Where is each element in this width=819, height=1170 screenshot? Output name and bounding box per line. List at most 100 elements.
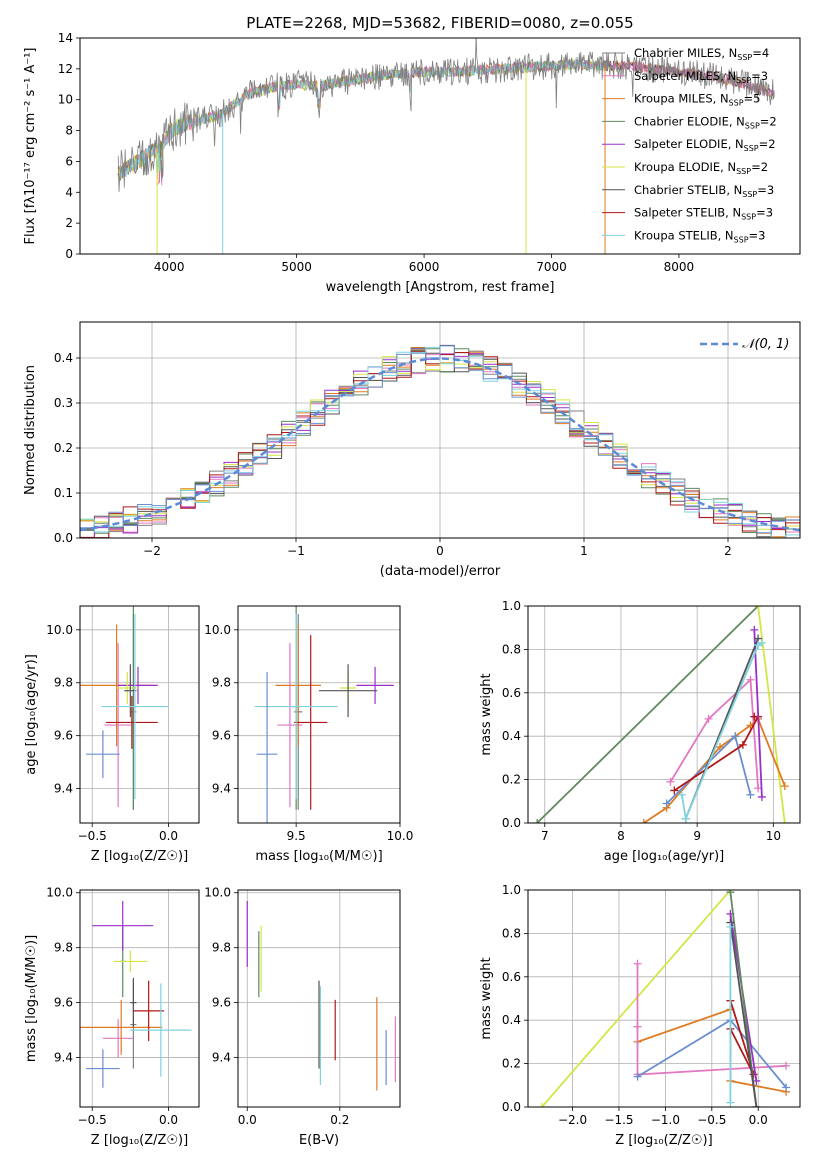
axes: 7 8 9 10 0.0 0.2 0.4 0.6 0.8 1.0 bbox=[502, 599, 781, 843]
y-tick-label: 4 bbox=[65, 185, 73, 199]
errorbar-point bbox=[133, 980, 164, 1042]
y-axis-label: Normed distribution bbox=[23, 365, 38, 495]
plot-frame bbox=[527, 605, 801, 824]
errorbar-point bbox=[130, 983, 192, 1077]
y-tick-label: 9.6 bbox=[54, 996, 73, 1010]
x-tick-label: 8 bbox=[617, 829, 625, 843]
x-tick-label: 9 bbox=[693, 829, 701, 843]
y-tick-label: 9.4 bbox=[54, 782, 73, 796]
axes: 4000 5000 6000 7000 8000 0 2 4 6 8 10 12 14 bbox=[58, 31, 694, 274]
plot-frame bbox=[237, 605, 401, 824]
y-tick-label: 9.8 bbox=[212, 676, 231, 690]
mass-weight-marker bbox=[633, 959, 642, 968]
mass-weight-marker bbox=[782, 1083, 791, 1092]
y-tick-label: 9.8 bbox=[54, 941, 73, 955]
mass-weight-marker bbox=[726, 1098, 735, 1107]
mass-weight-marker bbox=[726, 922, 735, 931]
figure-title: PLATE=2268, MJD=53682, FIBERID=0080, z=0… bbox=[246, 14, 633, 32]
x-tick-label: 0 bbox=[436, 544, 444, 558]
x-tick-label: 0.0 bbox=[159, 1113, 178, 1127]
plot-area bbox=[80, 890, 199, 1107]
errorbar-point bbox=[319, 664, 378, 718]
y-tick-label: 10 bbox=[58, 93, 73, 107]
y-tick-label: 0.6 bbox=[502, 686, 521, 700]
y-tick-label: 9.6 bbox=[212, 996, 231, 1010]
mass-weight-marker bbox=[533, 819, 542, 823]
plot-area bbox=[238, 606, 400, 823]
mass-weight-marker bbox=[750, 712, 759, 721]
legend-label: Kroupa ELODIE, NSSP=2 bbox=[634, 160, 768, 176]
x-tick-label: 0.0 bbox=[749, 1113, 768, 1127]
mass-weight-line bbox=[681, 642, 763, 822]
errorbar-point bbox=[104, 643, 132, 808]
plot-marks bbox=[117, 38, 775, 254]
y-tick-label: 9.8 bbox=[54, 676, 73, 690]
errorbar-point bbox=[102, 1019, 134, 1058]
errorbar-point bbox=[254, 613, 338, 800]
x-tick-label: 0.2 bbox=[330, 1113, 349, 1127]
mass-weight-line bbox=[541, 890, 732, 1107]
y-axis-label: Flux [fλ10⁻¹⁷ erg cm⁻² s⁻¹ A⁻¹] bbox=[23, 48, 38, 245]
x-tick-label: 10 bbox=[766, 829, 781, 843]
y-tick-label: 10.0 bbox=[204, 623, 231, 637]
y-tick-label: 9.6 bbox=[212, 729, 231, 743]
mass-weight-marker bbox=[757, 792, 766, 801]
errorbar-point bbox=[130, 977, 137, 1028]
y-tick-label: 0.8 bbox=[502, 642, 521, 656]
age-vs-metallicity-panel: −0.5 0.0 9.4 9.6 9.8 10.0 Z [log₁₀(Z/Z☉)] age [… bbox=[24, 605, 200, 864]
y-tick-label: 8 bbox=[65, 124, 73, 138]
y-tick-label: 0.0 bbox=[502, 1100, 521, 1114]
axes: −2 −1 0 1 2 0.0 0.1 0.2 0.3 0.4 bbox=[54, 351, 732, 558]
mass-weight-marker bbox=[754, 606, 763, 610]
y-axis-label: age [log₁₀(age/yr)] bbox=[24, 654, 39, 775]
y-axis-label: mass weight bbox=[479, 957, 494, 1039]
x-tick-label: 10.0 bbox=[387, 829, 414, 843]
plot-marks bbox=[533, 606, 789, 823]
errorbar-point bbox=[118, 666, 158, 704]
mass-weight-line bbox=[669, 677, 759, 789]
mass-weight-marker bbox=[726, 890, 735, 897]
x-tick-label: −2.0 bbox=[558, 1113, 587, 1127]
x-tick-label: 0.0 bbox=[159, 829, 178, 843]
x-tick-label: 5000 bbox=[281, 260, 312, 274]
mass-weight-line bbox=[753, 629, 763, 798]
legend-normal-label: 𝒩(0, 1) bbox=[742, 337, 789, 352]
mass-weight-marker bbox=[677, 790, 686, 799]
plot-marks bbox=[254, 606, 394, 823]
spectrum-panel: 4000 5000 6000 7000 8000 0 2 4 6 8 10 12 14 wavelengt… bbox=[23, 31, 801, 295]
plot-frame bbox=[79, 889, 200, 1108]
mass-weight-line bbox=[729, 922, 758, 1107]
y-tick-label: 0 bbox=[65, 247, 73, 261]
mass-weight-line bbox=[536, 606, 759, 823]
mass-weight-marker bbox=[537, 1103, 546, 1107]
errorbar-point bbox=[101, 613, 169, 800]
y-tick-label: 10.0 bbox=[46, 623, 73, 637]
axes: −0.5 0.0 9.4 9.6 9.8 10.0 bbox=[46, 623, 178, 843]
legend-label: Salpeter STELIB, NSSP=3 bbox=[634, 206, 773, 222]
errorbar-point bbox=[275, 624, 322, 747]
y-tick-label: 1.0 bbox=[502, 883, 521, 897]
y-tick-label: 12 bbox=[58, 62, 73, 76]
y-tick-label: 10.0 bbox=[204, 886, 231, 900]
y-axis-label: mass weight bbox=[479, 673, 494, 755]
legend-label: Salpeter ELODIE, NSSP=2 bbox=[634, 137, 776, 153]
y-tick-label: 2 bbox=[65, 216, 73, 230]
y-tick-label: 0.4 bbox=[502, 1013, 521, 1027]
y-tick-label: 9.8 bbox=[212, 941, 231, 955]
plot-marks bbox=[246, 900, 396, 1091]
y-tick-label: 0.0 bbox=[502, 816, 521, 830]
errorbar-point bbox=[294, 635, 328, 810]
spectrum-line-kroupa-stelib bbox=[120, 57, 605, 178]
normal-curve bbox=[80, 357, 800, 532]
y-tick-label: 9.6 bbox=[54, 729, 73, 743]
x-tick-label: −2 bbox=[143, 544, 161, 558]
mass-weight-marker bbox=[633, 1072, 642, 1081]
axes: 9.5 10.0 9.4 9.6 9.8 10.0 bbox=[204, 623, 413, 843]
x-tick-label: 7000 bbox=[536, 260, 567, 274]
grid bbox=[80, 890, 199, 1107]
y-tick-label: 10.0 bbox=[46, 886, 73, 900]
y-tick-label: 9.4 bbox=[212, 782, 231, 796]
mass-weight-marker bbox=[780, 819, 789, 823]
legend-label: Kroupa MILES, NSSP=5 bbox=[634, 92, 760, 108]
plot-marks bbox=[80, 900, 192, 1088]
